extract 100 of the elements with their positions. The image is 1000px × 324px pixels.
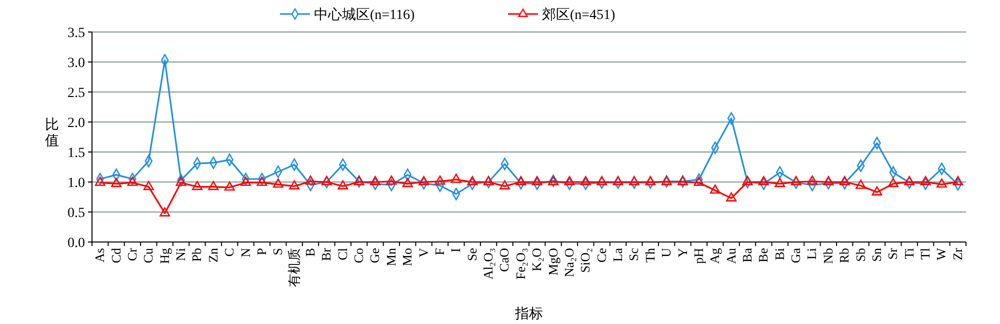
x-tick-label: Rb	[836, 248, 852, 264]
point	[661, 176, 672, 186]
x-tick-label: Y	[674, 247, 690, 258]
point	[726, 192, 737, 202]
point	[645, 176, 656, 186]
x-tick-label: Bi	[772, 248, 787, 260]
point	[952, 176, 964, 186]
x-tick-label: S	[270, 248, 286, 256]
point	[612, 176, 624, 186]
point	[710, 184, 720, 194]
point	[370, 176, 380, 186]
x-tick-label: W	[934, 247, 949, 260]
point	[936, 178, 947, 188]
x-tick-label: Sr	[885, 247, 900, 260]
point	[127, 176, 138, 186]
point	[483, 176, 494, 186]
x-tick-label: Au	[723, 248, 738, 264]
x-tick-label: Ga	[788, 248, 804, 264]
x-tick-label: Ba	[740, 248, 754, 262]
point	[516, 176, 526, 186]
x-tick-label: Fe₂O₃	[512, 248, 528, 280]
point	[596, 176, 608, 186]
point	[694, 176, 704, 186]
x-tick-label: Ti	[901, 248, 916, 260]
point	[240, 176, 251, 186]
x-tick-label: P	[254, 248, 269, 256]
x-tick-label: U	[658, 247, 674, 258]
x-tick-label: Be	[756, 248, 771, 262]
x-tick-label: Li	[804, 248, 820, 260]
point	[386, 175, 397, 185]
point	[111, 178, 122, 188]
x-tick-label: Cr	[124, 247, 140, 261]
point	[289, 180, 300, 190]
x-tick-label: F	[432, 248, 447, 256]
point	[532, 176, 542, 186]
point	[272, 178, 284, 188]
x-tick-label: I	[448, 248, 464, 252]
x-axis-title: 指标	[514, 306, 543, 322]
point	[354, 176, 364, 186]
point	[564, 176, 575, 186]
point	[823, 176, 834, 186]
point	[839, 176, 850, 186]
point	[338, 180, 348, 190]
x-tick-label: N	[238, 247, 253, 258]
point	[467, 176, 478, 186]
x-tick-label: Se	[464, 248, 480, 261]
x-tick-label: Nb	[820, 248, 836, 264]
x-tick-label: 有机质	[286, 248, 302, 287]
point	[904, 176, 915, 186]
point	[434, 175, 446, 185]
point	[321, 176, 332, 186]
point	[418, 176, 430, 186]
x-tick-label: Co	[351, 248, 366, 264]
y-tick-label: 0.5	[68, 206, 85, 221]
x-tick-label: La	[610, 248, 626, 262]
y-tick-label: 1.0	[68, 176, 85, 191]
y-tick-label: 1.5	[68, 146, 85, 161]
x-tick-label: MgO	[545, 248, 560, 276]
y-tick-label: 3.5	[68, 26, 85, 41]
x-tick-label: Tl	[918, 248, 933, 260]
point	[758, 176, 769, 186]
x-tick-label: Sn	[868, 248, 884, 262]
x-tick-label: CaO	[496, 248, 512, 272]
x-tick-label: Mn	[383, 248, 398, 266]
legend-label: 郊区(n=451)	[542, 6, 616, 23]
y-axis-title: 比值	[45, 117, 59, 149]
point	[628, 176, 640, 186]
point	[807, 175, 818, 185]
x-tick-label: Ni	[173, 248, 188, 261]
point	[176, 176, 186, 186]
x-tick-label: Zr	[950, 247, 965, 260]
point	[208, 180, 219, 190]
x-tick-label: As	[92, 248, 108, 262]
point	[790, 176, 802, 186]
point	[224, 181, 235, 191]
x-tick-label: Na₂O	[561, 248, 576, 278]
x-tick-label: B	[302, 248, 318, 257]
x-tick-label: Cu	[140, 248, 156, 264]
point	[920, 176, 931, 186]
x-tick-label: Cl	[334, 248, 350, 260]
x-tick-label: Mo	[400, 248, 415, 266]
point	[774, 178, 786, 188]
x-tick-label: Ge	[367, 248, 382, 264]
point	[500, 180, 510, 190]
point	[256, 176, 268, 186]
x-tick-label: Sb	[852, 248, 868, 262]
x-tick-label: Ce	[594, 248, 609, 262]
x-tick-label: Hg	[156, 248, 172, 264]
x-tick-label: Br	[318, 247, 334, 261]
point	[305, 175, 316, 185]
x-tick-label: Sc	[626, 248, 642, 261]
point	[856, 180, 866, 189]
point	[888, 178, 898, 188]
point	[160, 207, 170, 216]
x-tick-label: Pb	[189, 248, 204, 262]
y-tick-label: 2.5	[68, 86, 85, 101]
x-tick-label: K₂O	[529, 248, 544, 272]
legend-label: 中心城区(n=116)	[314, 6, 416, 23]
point	[548, 176, 558, 186]
x-tick-label: pH	[690, 248, 706, 264]
